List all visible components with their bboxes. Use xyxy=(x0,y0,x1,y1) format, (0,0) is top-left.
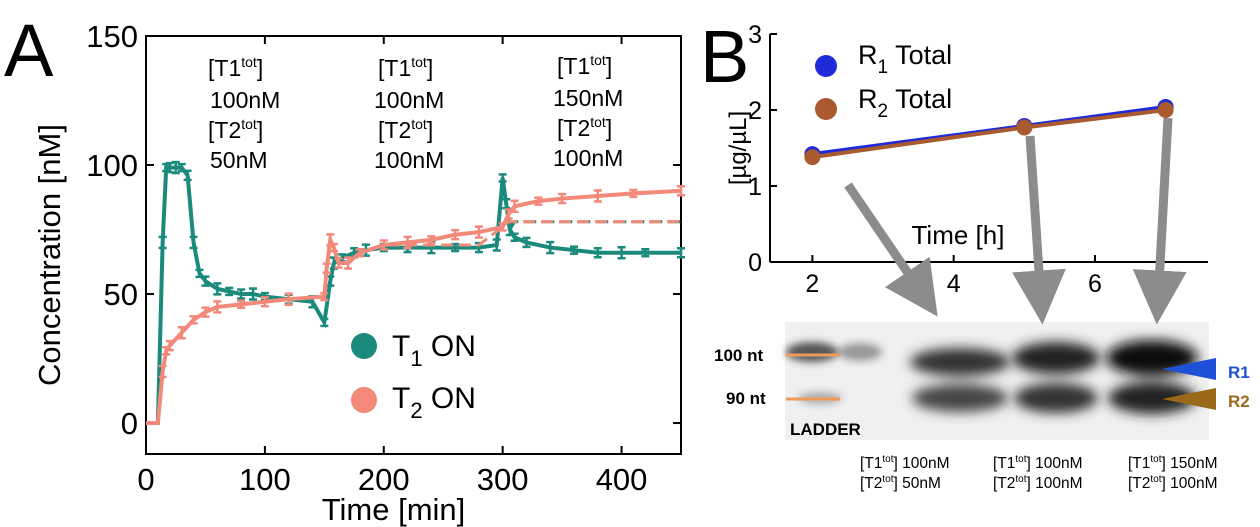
y-tick-label-a-0: 0 xyxy=(121,406,138,441)
x-tick-label-a-4: 400 xyxy=(596,462,648,497)
x-tick-label-b-0: 2 xyxy=(805,270,819,298)
lane-1-caption-t1: [T1tot] 100nM xyxy=(860,454,950,472)
panel-b-chart: 2 4 6 0 1 2 3 Time [h] [µg/µL] xyxy=(725,21,1208,298)
point-b-1-2 xyxy=(1157,102,1174,118)
legend-a-marker-t2 xyxy=(351,387,377,413)
panel-a-letter: A xyxy=(4,9,54,92)
point-b-1-1 xyxy=(1016,119,1033,136)
band-label-r1: R1 xyxy=(1228,363,1250,382)
gel-lane-2 xyxy=(1012,342,1100,413)
legend-a-label-t1: T1 ON xyxy=(392,330,476,371)
series-line-b-1 xyxy=(812,108,1166,160)
y-axis-label-a: Concentration [nM] xyxy=(32,124,67,386)
annotation-2-t1: [T1tot] xyxy=(378,54,433,81)
band-arrow-r2 xyxy=(1162,388,1216,410)
lane-2-caption-t2: [T2tot] 100nM xyxy=(993,474,1083,492)
legend-b-marker-r2 xyxy=(815,98,837,120)
band-arrow-r1 xyxy=(1162,358,1216,380)
ladder-label-90: 90 nt xyxy=(726,389,766,408)
y-axis-label-b: [µg/µL] xyxy=(725,111,752,185)
legend-b: R1 Total R2 Total xyxy=(815,40,952,122)
lane-2-caption-t1: [T1tot] 100nM xyxy=(993,454,1083,472)
x-tick-label-a-2: 200 xyxy=(358,462,410,497)
annotation-1-t1-val: 100nM xyxy=(210,87,280,113)
ladder-caption: LADDER xyxy=(790,420,861,439)
legend-b-marker-r1 xyxy=(815,55,837,77)
y-tick-label-b-0: 0 xyxy=(748,249,762,277)
legend-b-label-r1: R1 Total xyxy=(858,40,952,78)
x-axis-label-a: Time [min] xyxy=(322,492,466,527)
legend-b-label-r2: R2 Total xyxy=(858,84,952,122)
annotation-2-t2-val: 100nM xyxy=(374,147,444,173)
legend-a-marker-t1 xyxy=(351,333,377,359)
gel-image: 100 nt 90 nt LADDER R1 R2 xyxy=(714,322,1250,440)
connector-arrows xyxy=(844,117,1187,325)
series-line-a-1 xyxy=(146,188,682,426)
x-tick-label-a-0: 0 xyxy=(137,462,154,497)
annotation-1-t2-val: 50nM xyxy=(210,147,268,173)
x-tick-label-b-1: 4 xyxy=(947,270,961,298)
annotation-1: [T1tot] 100nM [T2tot] 50nM xyxy=(208,54,280,173)
y-tick-label-a-2: 100 xyxy=(86,148,138,183)
annotation-2-t2: [T2tot] xyxy=(378,116,433,143)
y-tick-label-a-3: 150 xyxy=(86,19,138,54)
lane-3-caption-t2: [T2tot] 100nM xyxy=(1128,474,1218,492)
ladder-label-100: 100 nt xyxy=(714,346,763,365)
annotation-1-t1: [T1tot] xyxy=(208,54,263,81)
connector-arrow-3 xyxy=(1132,117,1187,325)
annotation-3-t2-val: 100nM xyxy=(553,145,623,171)
x-tick-label-b-2: 6 xyxy=(1088,270,1102,298)
band-label-r2: R2 xyxy=(1228,392,1250,411)
legend-a-label-t2: T2 ON xyxy=(392,382,476,423)
gel-lane-1 xyxy=(910,348,1010,412)
lane-1-caption-t2: [T2tot] 50nM xyxy=(860,474,941,492)
connector-arrow-2 xyxy=(1011,135,1066,325)
annotation-2: [T1tot] 100nM [T2tot] 100nM xyxy=(374,54,444,173)
point-b-1-0 xyxy=(804,149,821,166)
plot-a-frame xyxy=(145,35,682,455)
x-tick-label-a-1: 100 xyxy=(239,462,291,497)
connector-arrow-1 xyxy=(844,182,938,317)
annotation-3-t1: [T1tot] xyxy=(557,52,612,79)
panel-a-chart: 0 100 200 300 400 0 50 100 150 Time [min] Concentr… xyxy=(32,19,685,527)
y-tick-label-b-2: 2 xyxy=(748,97,762,125)
annotation-3: [T1tot] 150nM [T2tot] 100nM xyxy=(553,52,623,171)
annotation-3-t1-val: 150nM xyxy=(553,85,623,111)
y-tick-label-b-3: 3 xyxy=(748,21,762,49)
annotation-2-t1-val: 100nM xyxy=(374,87,444,113)
x-tick-label-a-3: 300 xyxy=(477,462,529,497)
x-axis-label-b: Time [h] xyxy=(912,220,1005,250)
annotation-group-a: [T1tot] 100nM [T2tot] 50nM [T1tot] 100nM… xyxy=(208,52,623,173)
lane-3-caption-t1: [T1tot] 150nM xyxy=(1128,454,1218,472)
legend-a: T1 ON T2 ON xyxy=(351,330,476,423)
y-tick-label-b-1: 1 xyxy=(748,173,762,201)
lane-captions: [T1tot] 100nM [T2tot] 50nM [T1tot] 100nM… xyxy=(860,454,1218,492)
annotation-3-t2: [T2tot] xyxy=(557,114,612,141)
panel-b-letter: B xyxy=(700,15,749,98)
annotation-1-t2: [T2tot] xyxy=(208,116,263,143)
y-tick-label-a-1: 50 xyxy=(104,277,138,312)
gel-lane-ladder xyxy=(786,342,882,404)
